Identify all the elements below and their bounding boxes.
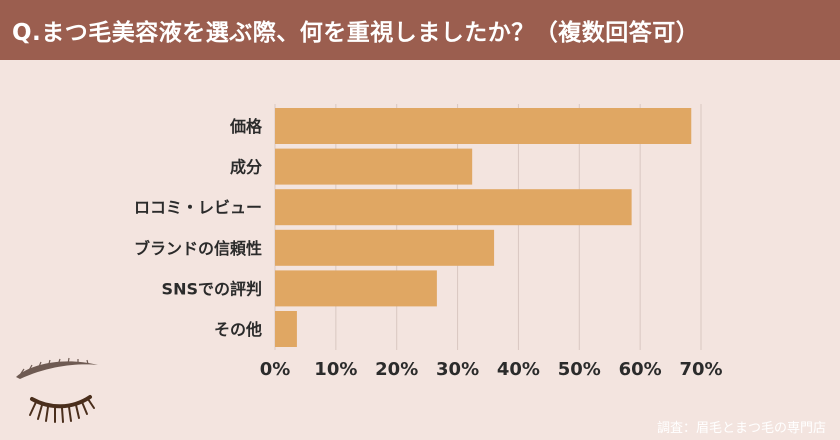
x-axis-tick-labels: 0% 10% 20% 30% 40% 50% 60% 70% <box>260 359 723 380</box>
header-bar: Q.まつ毛美容液を選ぶ際、何を重視しましたか？（複数回答可） <box>0 0 840 60</box>
category-label: その他 <box>214 320 262 339</box>
chart-grid <box>274 104 702 350</box>
bar <box>275 311 297 347</box>
eyelash-eyebrow-icon <box>16 357 98 423</box>
x-tick-label: 40% <box>497 359 540 380</box>
survey-credit: 調査：眉毛とまつ毛の専門店 <box>656 421 826 436</box>
bar <box>275 148 473 185</box>
bar <box>275 229 495 266</box>
category-label: ロコミ・レビュー <box>134 198 262 217</box>
x-tick-label: 0% <box>260 359 291 380</box>
category-label: 成分 <box>230 158 262 177</box>
category-label: SNSでの評判 <box>162 279 262 298</box>
bar <box>275 189 632 226</box>
x-tick-label: 30% <box>436 359 479 380</box>
bar <box>275 108 692 144</box>
category-label: ブランドの信頼性 <box>134 239 262 258</box>
category-label: 価格 <box>229 117 263 136</box>
x-tick-label: 20% <box>375 359 418 380</box>
chart-bars <box>275 108 692 347</box>
x-tick-label: 60% <box>619 359 662 380</box>
x-tick-label: 50% <box>558 359 601 380</box>
bar <box>275 270 437 307</box>
page-title: Q.まつ毛美容液を選ぶ際、何を重視しましたか？（複数回答可） <box>12 20 700 46</box>
x-tick-label: 70% <box>679 359 722 380</box>
x-tick-label: 10% <box>314 359 357 380</box>
